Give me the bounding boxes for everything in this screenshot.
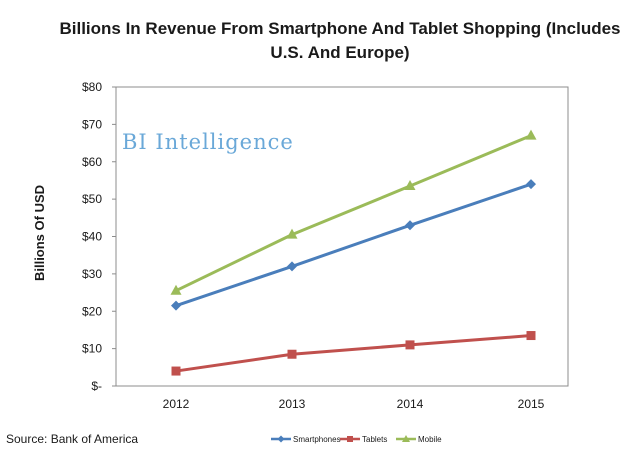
y-tick-label: $50 (82, 192, 102, 206)
point-smartphones (287, 261, 297, 272)
y-tick-label: $10 (82, 342, 102, 356)
point-mobile (286, 228, 298, 239)
watermark-logo: BI Intelligence (122, 130, 294, 154)
series-line-mobile (175, 134, 532, 293)
legend-marker-mobile (402, 435, 410, 442)
chart-title-line-1: Billions In Revenue From Smartphone And … (59, 19, 620, 38)
legend-label-tablets: Tablets (362, 435, 387, 444)
point-smartphones (171, 300, 181, 311)
legend-item-smartphones: Smartphones (271, 435, 341, 444)
point-tablets (526, 331, 536, 341)
point-mobile (525, 129, 537, 140)
y-tick-label: $80 (82, 80, 102, 94)
chart-title-line-2: U.S. And Europe) (270, 43, 409, 62)
plot-area: $- $10 $20 $30 $40 $50 $60 $70 $80 2012 2013 2014 20… (82, 80, 569, 411)
point-tablets (405, 340, 415, 350)
y-tick-label: $40 (82, 230, 102, 244)
legend-marker-smartphones (277, 435, 285, 443)
legend-marker-tablets (347, 436, 353, 442)
y-tick-label: $60 (82, 155, 102, 169)
y-tick-label: $20 (82, 304, 102, 318)
y-tick-label: $70 (82, 117, 102, 131)
y-axis-label: Billions Of USD (32, 185, 47, 281)
y-tick-label: $- (91, 379, 102, 393)
series-line-tablets (175, 334, 532, 373)
legend: Smartphones Tablets Mobile (271, 435, 442, 444)
legend-item-tablets: Tablets (340, 435, 387, 444)
x-tick-label: 2013 (279, 397, 306, 411)
point-mobile (404, 180, 416, 191)
y-tick-label: $30 (82, 267, 102, 281)
x-tick-label: 2014 (397, 397, 424, 411)
point-smartphones (405, 220, 415, 231)
point-mobile (170, 284, 182, 295)
legend-item-mobile: Mobile (396, 435, 442, 444)
point-smartphones (526, 179, 536, 190)
point-tablets (287, 349, 297, 359)
watermark-text: BI Intelligence (122, 130, 294, 154)
legend-label-smartphones: Smartphones (293, 435, 341, 444)
legend-label-mobile: Mobile (418, 435, 442, 444)
series-line-smartphones (175, 182, 532, 308)
source-note: Source: Bank of America (6, 432, 138, 446)
x-tick-label: 2015 (518, 397, 545, 411)
x-tick-label: 2012 (163, 397, 190, 411)
point-tablets (171, 366, 181, 376)
